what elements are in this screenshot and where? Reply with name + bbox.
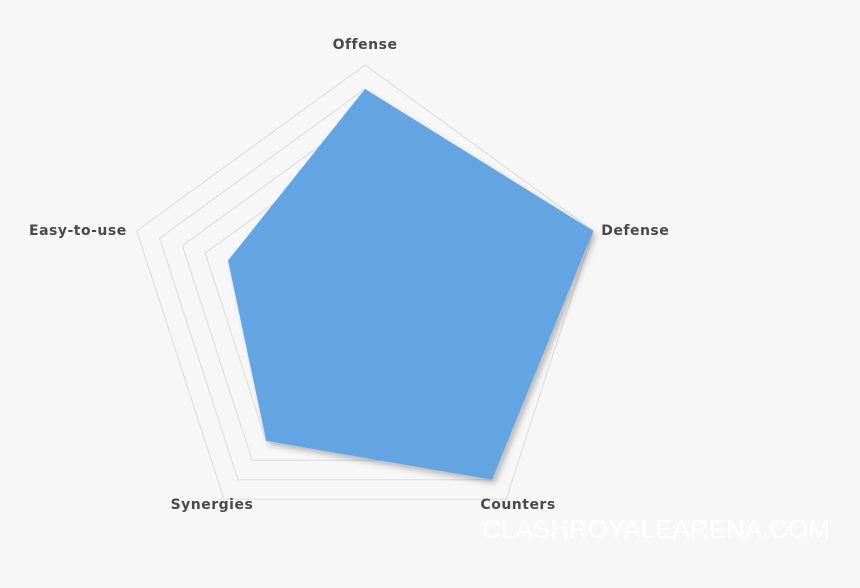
radar-area bbox=[228, 89, 594, 480]
plot bbox=[228, 89, 594, 480]
axis-label: Synergies bbox=[171, 497, 254, 513]
watermark: CLASHROYALEARENA.COM bbox=[482, 514, 830, 544]
axis-label: Defense bbox=[601, 223, 669, 239]
grid-ring bbox=[136, 64, 594, 500]
axis-label: Offense bbox=[333, 37, 398, 53]
axis-label: Counters bbox=[480, 497, 555, 513]
labels: Offense Defense Counters Synergies Easy-to-u… bbox=[29, 37, 669, 513]
axis-label: Easy-to-use bbox=[29, 223, 127, 239]
